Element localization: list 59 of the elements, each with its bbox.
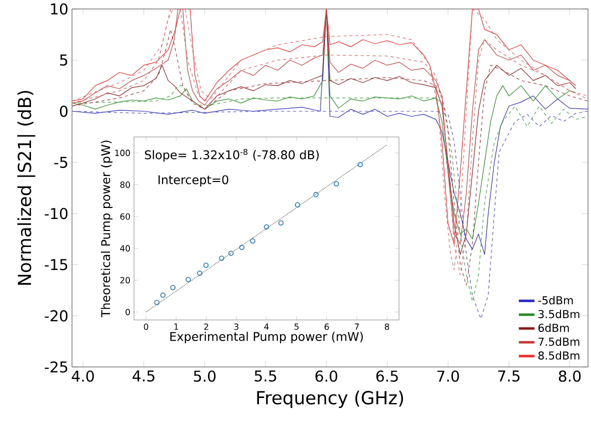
x-tick-label: 1	[174, 324, 178, 330]
y-tick-label: -20	[44, 310, 68, 322]
y-axis-title: Theoretical Pump power (pW)	[100, 140, 112, 318]
legend-label: 7.5dBm	[538, 337, 580, 346]
y-tick-label: -5	[54, 156, 68, 168]
point	[358, 162, 363, 168]
x-tick-label: 5.0	[194, 370, 216, 382]
x-axis-title: Frequency (GHz)	[257, 390, 404, 408]
annotation: Intercept=0	[158, 175, 228, 187]
point	[334, 181, 340, 186]
x-tick-label: 5	[294, 324, 299, 330]
y-tick-label: -25	[44, 361, 68, 373]
annotation: Slope= 1.32x10$^{-8}$ (-78.80 dB)	[144, 148, 319, 162]
x-tick-label: 3	[234, 324, 238, 330]
point	[250, 238, 256, 244]
x-tick-label: 6.5	[376, 370, 398, 382]
point	[203, 262, 209, 268]
legend-label: 3.5dBm	[538, 310, 580, 318]
x-axis-title: Experimental Pump power (mW)	[170, 332, 363, 344]
x-tick-label: 8	[384, 324, 390, 330]
x-tick-label: 0	[144, 324, 148, 330]
y-tick-label: 10	[51, 3, 68, 15]
point	[160, 292, 166, 298]
point	[278, 220, 284, 226]
point	[294, 202, 300, 208]
x-tick-label: 5.5	[254, 370, 276, 382]
point	[239, 244, 244, 250]
point	[154, 300, 160, 306]
x-tick-label: 7	[354, 324, 359, 330]
point	[170, 284, 176, 290]
point	[186, 276, 191, 282]
y-tick-label: 20	[120, 277, 130, 284]
x-tick-label: 4.0	[72, 370, 94, 382]
y-tick-label: -15	[44, 259, 68, 270]
y-tick-label: 100	[115, 150, 130, 156]
point	[218, 256, 224, 261]
legend-label: -5dBm	[538, 296, 573, 304]
legend-label: 6dBm	[538, 324, 569, 332]
y-tick-label: 80	[120, 182, 130, 188]
point	[197, 270, 202, 276]
x-tick-label: 8.0	[558, 370, 581, 382]
x-tick-label: 2	[204, 324, 208, 330]
y-tick-label: 40	[120, 245, 130, 252]
x-tick-label: 6.0	[316, 370, 338, 382]
x-tick-label: 4	[264, 324, 269, 330]
x-tick-label: 7.0	[437, 370, 459, 382]
x-tick-label: 4.5	[132, 370, 154, 382]
point	[264, 224, 270, 230]
point	[228, 250, 234, 256]
y-tick-label: 60	[120, 213, 130, 220]
legend-label: 8.5dBm	[538, 351, 580, 360]
y-tick-label: 5	[60, 54, 68, 66]
x-tick-label: 7.5	[498, 370, 520, 382]
y-tick-label: 0	[60, 106, 68, 117]
x-tick-label: 6	[324, 324, 329, 330]
y-tick-label: -10	[44, 208, 68, 220]
y-axis-title: Normalized |S21| (dB)	[17, 90, 36, 285]
point	[313, 192, 319, 198]
y-tick-label: 0	[126, 308, 130, 316]
